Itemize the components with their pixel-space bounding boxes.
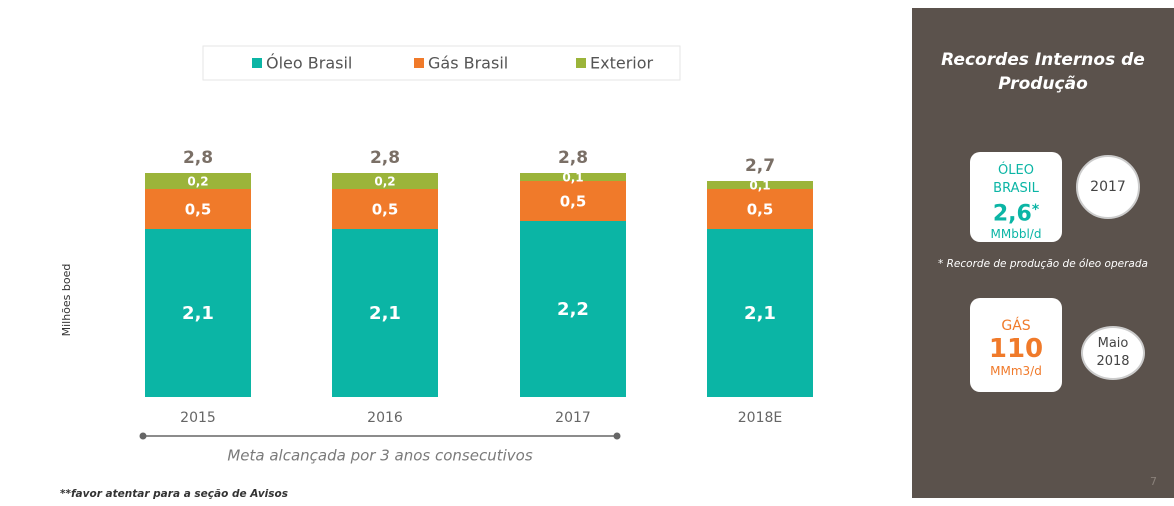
- x-tick-label: 2016: [367, 410, 403, 426]
- panel-title: Recordes Internos de Produção: [941, 50, 1145, 94]
- value-label: 0,2: [374, 175, 395, 189]
- record-card: GÁS 110 MMm3/d: [970, 298, 1062, 392]
- bar-segment: [707, 189, 813, 229]
- total-label: 2,8: [183, 148, 213, 168]
- value-label: 0,2: [187, 175, 208, 189]
- total-label: 2,7: [745, 156, 775, 176]
- records-panel: Recordes Internos de Produção ÓLEO BRASI…: [912, 8, 1174, 498]
- value-label: 2,1: [369, 303, 401, 324]
- panel-note: * Recorde de produção de óleo operada: [938, 258, 1148, 270]
- record-value: 2,6: [992, 201, 1032, 227]
- bar-segment: [145, 229, 251, 397]
- value-label: 2,1: [182, 303, 214, 324]
- annotation: Meta alcançada por 3 anos consecutivos: [227, 447, 532, 465]
- legend-swatch: [414, 58, 424, 68]
- y-axis-label: Milhões boed: [60, 264, 73, 337]
- value-label: 2,1: [744, 303, 776, 324]
- legend-label: Gás Brasil: [428, 54, 508, 73]
- record-label: ÓLEO BRASIL: [993, 163, 1039, 196]
- value-label: 0,5: [185, 201, 212, 219]
- bar-segment: [520, 173, 626, 181]
- value-label: 2,2: [557, 299, 589, 320]
- bar-segment: [520, 181, 626, 221]
- annotation-dot: [613, 432, 621, 440]
- total-label: 2,8: [558, 148, 588, 168]
- footnote: **favor atentar para a seção de Avisos: [60, 488, 288, 500]
- record-date: 2017: [1076, 155, 1140, 219]
- value-label: 0,5: [747, 201, 774, 219]
- chart: Milhões boed Meta alcançada por 3 anos c…: [60, 45, 813, 465]
- annotation-dot: [139, 432, 147, 440]
- legend-label: Exterior: [590, 54, 654, 73]
- x-tick-label: 2017: [555, 410, 591, 426]
- bar-segment: [707, 181, 813, 189]
- bar-segment: [145, 173, 251, 189]
- bar-segment: [520, 221, 626, 397]
- legend-label: Óleo Brasil: [266, 54, 352, 73]
- bar-segment: [332, 173, 438, 189]
- record-value: 110: [988, 334, 1044, 364]
- bar-segment: [332, 189, 438, 229]
- record-card: ÓLEO BRASIL 2,6* MMbbl/d: [970, 152, 1062, 242]
- total-label: 2,8: [370, 148, 400, 168]
- bar-segment: [707, 229, 813, 397]
- x-tick-label: 2015: [180, 410, 216, 426]
- record-unit: MMbbl/d: [990, 227, 1042, 242]
- record-label: GÁS: [1001, 318, 1031, 334]
- value-label: 0,1: [562, 171, 583, 185]
- legend-box: [202, 45, 681, 81]
- value-label: 0,5: [560, 193, 587, 211]
- page-number: 7: [1150, 475, 1157, 488]
- legend-swatch: [252, 58, 262, 68]
- record-unit: MMm3/d: [990, 364, 1042, 378]
- bar-segment: [145, 189, 251, 229]
- value-label: 0,5: [372, 201, 399, 219]
- bar-segment: [332, 229, 438, 397]
- record-date: Maio 2018: [1081, 326, 1145, 380]
- legend-swatch: [576, 58, 586, 68]
- x-tick-label: 2018E: [738, 410, 782, 426]
- value-label: 0,1: [749, 179, 770, 193]
- record-marker: *: [1031, 202, 1040, 218]
